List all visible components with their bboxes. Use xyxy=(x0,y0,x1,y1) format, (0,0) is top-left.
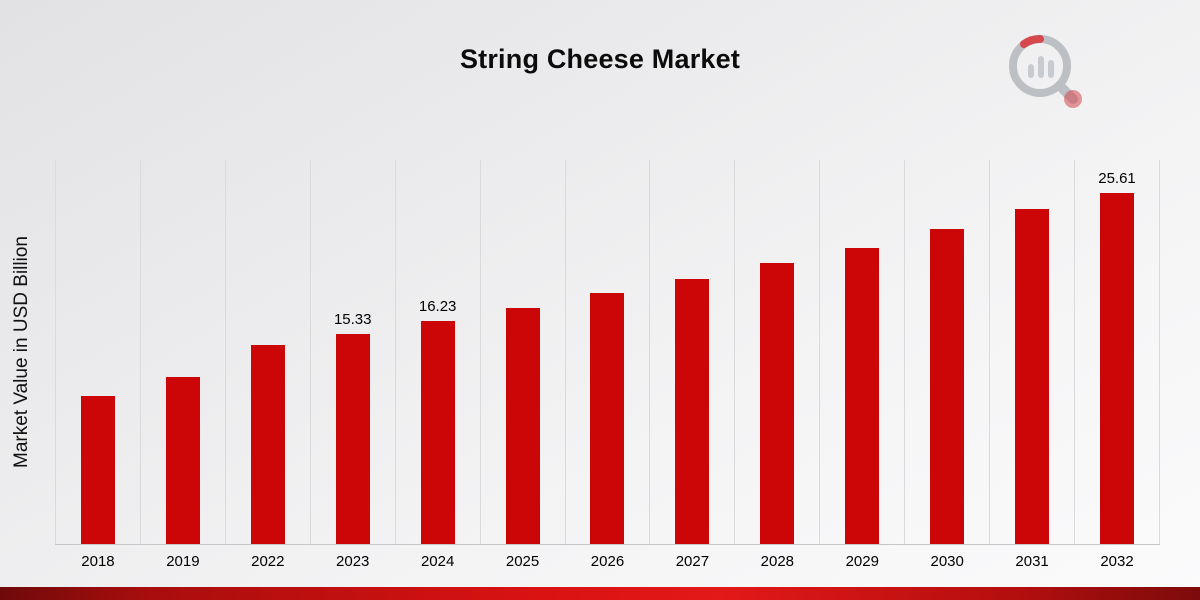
bottom-red-strip xyxy=(0,587,1200,600)
bar-2019 xyxy=(165,376,200,544)
x-tick-label-2025: 2025 xyxy=(505,553,540,570)
chart-category-2024: 16.23 2024 xyxy=(394,160,480,570)
x-tick-label-2022: 2022 xyxy=(251,553,285,570)
x-tick-label-2018: 2018 xyxy=(81,553,115,570)
chart-category-2025: 2025 xyxy=(479,160,565,570)
chart-category-2026: 2026 xyxy=(564,160,650,570)
x-tick-label-2019: 2019 xyxy=(166,553,200,570)
bar-2018 xyxy=(80,395,115,544)
bar-2029 xyxy=(845,247,880,544)
chart-category-2030: 2030 xyxy=(904,160,989,570)
bar-value-label-2032: 25.61 xyxy=(1098,169,1136,187)
bar-2024: 16.23 xyxy=(419,298,456,544)
x-tick-label-2026: 2026 xyxy=(590,553,625,570)
y-axis-label: Market Value in USD Billion xyxy=(11,236,32,469)
bar-2030 xyxy=(930,228,965,544)
chart-title: String Cheese Market xyxy=(459,44,741,74)
bar-2023: 15.33 xyxy=(334,311,371,544)
brand-logo xyxy=(1000,28,1088,116)
x-tick-label-2029: 2029 xyxy=(845,553,879,570)
x-tick-label-2024: 2024 xyxy=(420,553,455,570)
chart-category-2031: 2031 xyxy=(989,160,1074,570)
bar-2031 xyxy=(1015,209,1050,544)
x-tick-label-2032: 2032 xyxy=(1100,553,1134,570)
chart-category-2028: 2028 xyxy=(734,160,819,570)
magnifier-chart-icon xyxy=(1009,35,1082,108)
x-tick-label-2028: 2028 xyxy=(760,553,795,570)
chart-category-2019: 2019 xyxy=(139,160,225,570)
bar-2022 xyxy=(250,345,285,544)
chart-category-2018: 2018 xyxy=(55,160,140,570)
x-tick-label-2027: 2027 xyxy=(675,553,710,570)
x-tick-label-2031: 2031 xyxy=(1015,553,1049,570)
bar-2027 xyxy=(675,279,710,544)
x-tick-label-2023: 2023 xyxy=(336,553,370,570)
bar-2026 xyxy=(590,293,625,544)
x-tick-label-2030: 2030 xyxy=(930,553,964,570)
chart-category-2023: 15.33 2023 xyxy=(309,160,395,570)
bar-2028 xyxy=(760,262,795,544)
plot-area: 2018 2019 2022 15.33 2023 16.23 2024 2025 2026 20… xyxy=(55,160,1160,570)
chart-category-2022: 2022 xyxy=(224,160,310,570)
bar-2032: 25.61 xyxy=(1098,170,1136,544)
chart-category-2032: 25.61 2032 xyxy=(1074,160,1159,570)
bar-2025 xyxy=(505,308,540,544)
bar-value-label-2024: 16.23 xyxy=(418,298,457,316)
chart-category-2027: 2027 xyxy=(649,160,734,570)
chart-category-2029: 2029 xyxy=(819,160,904,570)
bar-value-label-2023: 15.33 xyxy=(333,310,372,328)
